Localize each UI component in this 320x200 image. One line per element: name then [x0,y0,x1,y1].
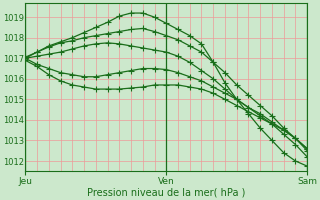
X-axis label: Pression niveau de la mer( hPa ): Pression niveau de la mer( hPa ) [87,187,245,197]
